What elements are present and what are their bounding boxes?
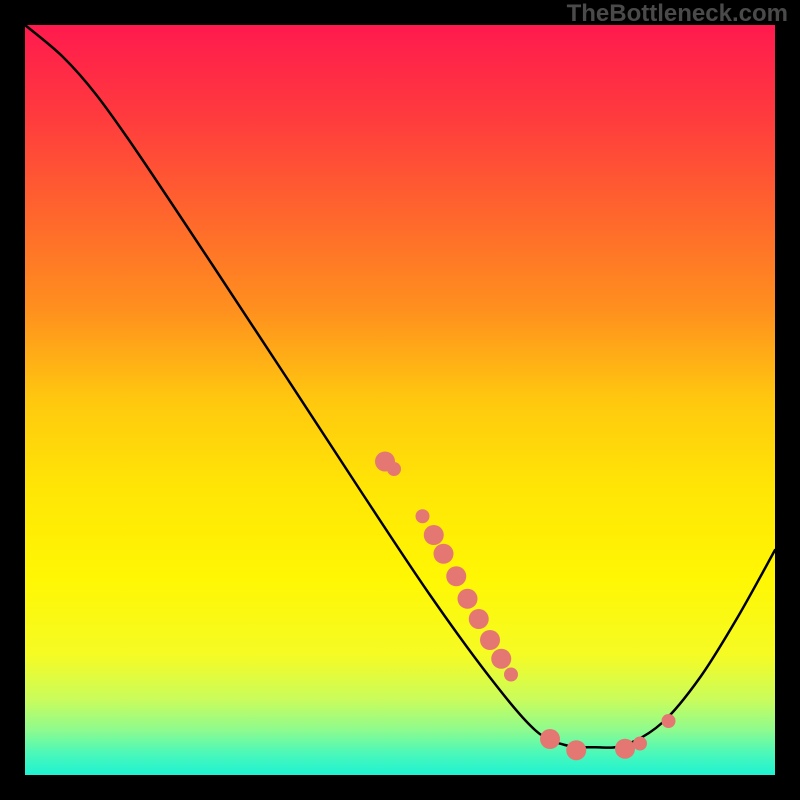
data-marker [458, 589, 478, 609]
data-marker [480, 630, 500, 650]
data-marker [387, 462, 401, 476]
data-marker [416, 509, 430, 523]
chart-stage: TheBottleneck.com [0, 0, 800, 800]
data-marker [540, 729, 560, 749]
data-marker [469, 609, 489, 629]
data-marker [615, 739, 635, 759]
bottleneck-curve-chart [0, 0, 800, 800]
data-marker [504, 668, 518, 682]
data-marker [566, 740, 586, 760]
data-marker [662, 714, 676, 728]
data-marker [446, 566, 466, 586]
plot-area [25, 25, 775, 775]
data-marker [434, 544, 454, 564]
data-marker [633, 737, 647, 751]
data-marker [491, 649, 511, 669]
watermark-text: TheBottleneck.com [567, 0, 788, 28]
data-marker [424, 525, 444, 545]
